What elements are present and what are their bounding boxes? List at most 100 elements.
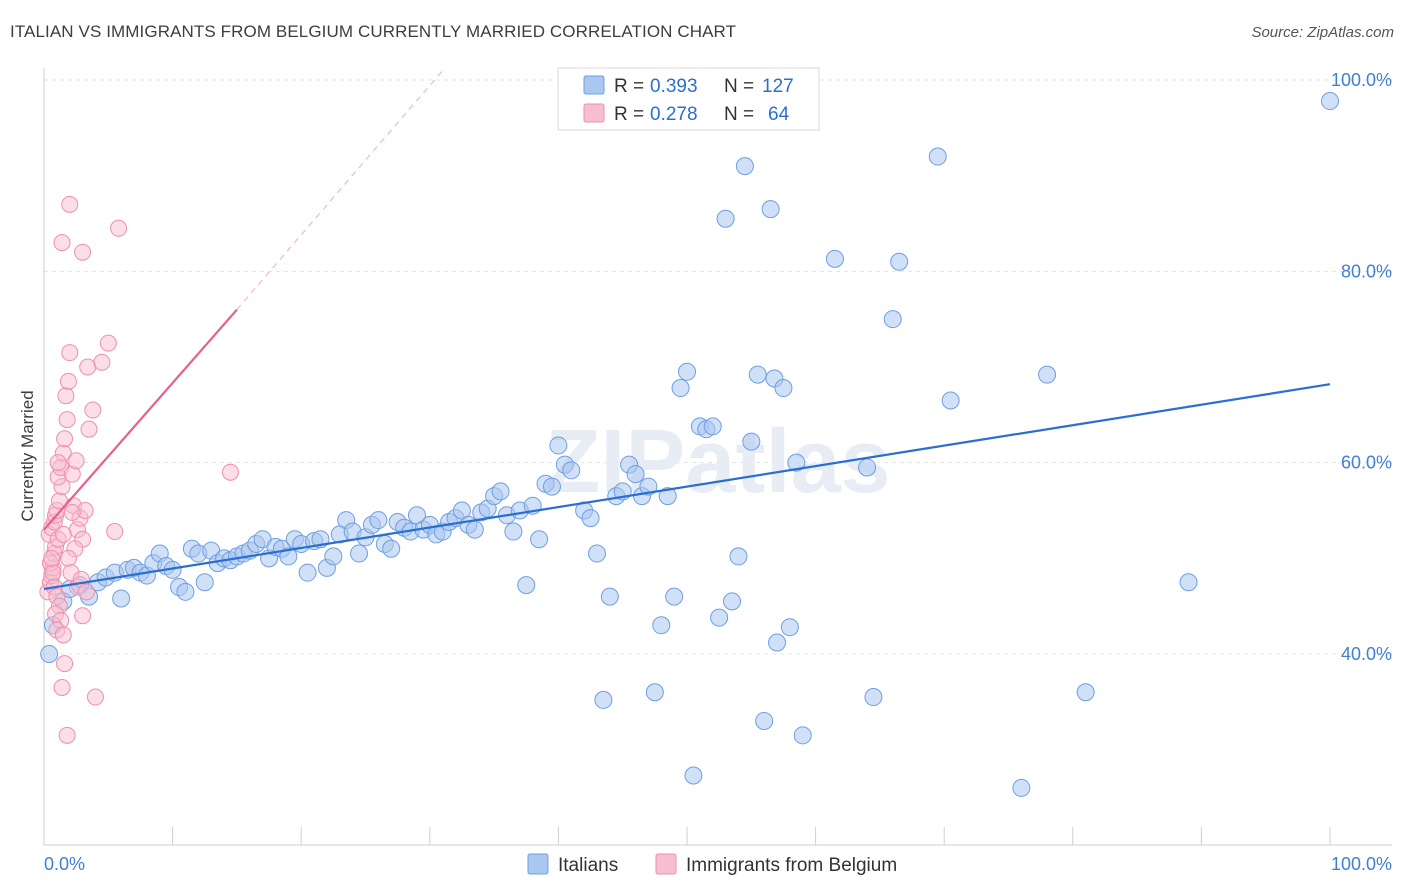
- italians-point: [658, 487, 677, 506]
- belgium-point: [99, 334, 117, 352]
- italians-point: [928, 147, 947, 166]
- italians-point: [742, 432, 761, 451]
- belgium-point: [54, 626, 72, 644]
- italians-point: [684, 766, 703, 785]
- italians-point: [710, 608, 729, 627]
- belgium-point: [86, 688, 104, 706]
- legend-r-value-belgium: 0.278: [650, 104, 698, 125]
- italians-point: [774, 379, 793, 398]
- italians-point: [761, 200, 780, 219]
- italians-point: [748, 365, 767, 384]
- italians-point: [883, 310, 902, 329]
- italians-point: [780, 618, 799, 637]
- belgium-point: [77, 583, 95, 601]
- italians-point: [652, 616, 671, 635]
- legend-r-label-belgium: R =: [614, 104, 644, 125]
- italians-point: [729, 547, 748, 566]
- belgium-point: [84, 401, 102, 419]
- legend-n-label-italians: N =: [724, 76, 754, 97]
- belgium-point: [53, 234, 71, 252]
- italians-point: [665, 587, 684, 606]
- chart-source: Source: ZipAtlas.com: [1251, 24, 1394, 41]
- italians-point: [858, 458, 877, 477]
- italians-point: [1012, 778, 1031, 797]
- belgium-point: [59, 549, 77, 567]
- italians-point: [195, 573, 214, 592]
- belgium-point: [74, 607, 92, 625]
- italians-point: [793, 726, 812, 745]
- legend-bottom-label-belgium: Immigrants from Belgium: [686, 855, 897, 876]
- legend-n-value-italians: 127: [762, 76, 794, 97]
- legend-n-label-belgium: N =: [724, 104, 754, 125]
- italians-point: [491, 482, 510, 501]
- italians-point: [723, 592, 742, 611]
- belgium-point: [53, 678, 71, 696]
- y-tick-label-100: 100.0%: [1331, 70, 1392, 90]
- italians-point: [112, 589, 131, 608]
- belgium-point: [67, 452, 85, 470]
- belgium-point: [74, 243, 92, 261]
- italians-point: [1038, 365, 1057, 384]
- belgium-point: [80, 420, 98, 438]
- italians-point: [517, 576, 536, 595]
- points-belgium: [39, 195, 239, 744]
- legend-swatch-italians: [583, 75, 605, 95]
- italians-point: [298, 563, 317, 582]
- italians-point: [645, 683, 664, 702]
- italians-point: [639, 477, 658, 496]
- italians-point: [890, 252, 909, 271]
- belgium-point: [93, 353, 111, 371]
- italians-point: [581, 509, 600, 528]
- belgium-point: [43, 549, 61, 567]
- italians-point: [768, 633, 787, 652]
- trendline-italians: [43, 383, 1331, 591]
- trend-layer: [43, 70, 1331, 591]
- italians-point: [542, 477, 561, 496]
- belgium-point: [106, 523, 124, 541]
- italians-point: [941, 391, 960, 410]
- legend-r-label-italians: R =: [614, 76, 644, 97]
- italians-point: [600, 587, 619, 606]
- legend-n-value-belgium: 64: [768, 104, 790, 125]
- italians-point: [626, 465, 645, 484]
- trendline-belgium-extension: [236, 70, 444, 310]
- points-italians: [40, 92, 1339, 797]
- italians-point: [1076, 683, 1095, 702]
- italians-point: [176, 582, 195, 601]
- chart-title: ITALIAN VS IMMIGRANTS FROM BELGIUM CURRE…: [10, 22, 737, 41]
- italians-point: [703, 417, 722, 436]
- italians-point: [587, 544, 606, 563]
- italians-point: [787, 453, 806, 472]
- legend-bottom: Italians Immigrants from Belgium: [527, 853, 897, 876]
- x-tick-label-100: 100.0%: [1331, 854, 1392, 874]
- italians-point: [678, 362, 696, 381]
- italians-point: [465, 520, 484, 539]
- italians-point: [864, 688, 883, 707]
- italians-point: [1179, 573, 1198, 592]
- y-tick-label-60: 60.0%: [1341, 453, 1392, 473]
- italians-point: [382, 539, 401, 558]
- belgium-point: [110, 219, 128, 237]
- belgium-point: [49, 454, 67, 472]
- belgium-point: [63, 503, 81, 521]
- belgium-point: [56, 655, 74, 673]
- y-axis-title: Currently Married: [18, 390, 37, 521]
- italians-point: [530, 530, 549, 549]
- belgium-point: [54, 525, 72, 543]
- italians-point: [825, 249, 844, 268]
- italians-point: [562, 461, 581, 480]
- x-tick-label-0: 0.0%: [44, 854, 85, 874]
- axis-layer: [43, 68, 1392, 846]
- y-tick-label-40: 40.0%: [1341, 644, 1392, 664]
- italians-point: [735, 157, 754, 176]
- italians-point: [350, 544, 369, 563]
- italians-point: [40, 645, 59, 663]
- italians-point: [279, 547, 298, 566]
- belgium-point: [58, 411, 76, 429]
- belgium-point: [221, 463, 239, 481]
- italians-point: [755, 711, 774, 730]
- belgium-point: [61, 344, 79, 362]
- italians-point: [594, 690, 613, 709]
- italians-point: [716, 209, 735, 228]
- italians-point: [1321, 92, 1339, 111]
